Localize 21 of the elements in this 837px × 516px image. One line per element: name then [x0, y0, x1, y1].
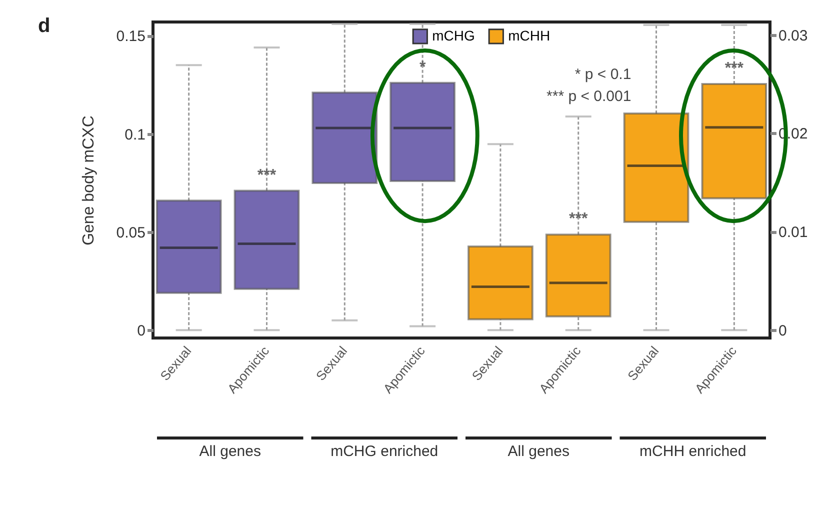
- legend-label: mCHH: [508, 27, 550, 44]
- annotation: * p < 0.1: [574, 66, 632, 83]
- annotation: *** p < 0.001: [546, 88, 632, 105]
- text: mCHG enriched: [330, 443, 438, 460]
- annotation: *: [419, 58, 426, 76]
- y-tick-label: 0: [137, 322, 146, 340]
- y2-tick-label: 0.01: [778, 224, 808, 242]
- y2-tick-label: 0.03: [778, 27, 808, 44]
- legend-label: mCHG: [432, 27, 475, 44]
- text: All genes: [199, 443, 261, 460]
- y-tick-label: 0.15: [116, 28, 146, 46]
- chart-title: d: [38, 15, 50, 37]
- y-tick-label: 0.05: [116, 224, 146, 242]
- text: mCHH enriched: [640, 443, 746, 460]
- annotation: ***: [257, 166, 277, 184]
- y-axis-title: Gene body mCXC: [80, 116, 98, 246]
- y-tick-label: 0.1: [124, 126, 146, 144]
- text: All genes: [508, 443, 570, 460]
- annotation: ***: [724, 60, 744, 78]
- annotation: ***: [569, 210, 588, 228]
- y2-tick-label: 0: [778, 322, 787, 340]
